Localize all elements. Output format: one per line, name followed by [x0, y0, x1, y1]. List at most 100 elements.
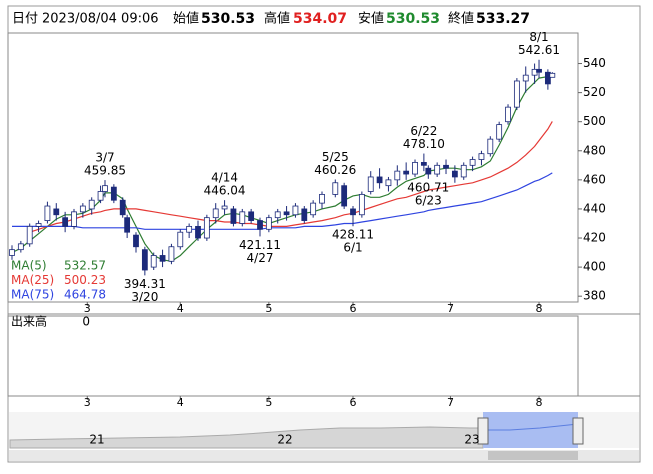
legend-name: MA(5) [11, 259, 47, 273]
candle-body [186, 225, 193, 233]
candle-body [478, 153, 485, 160]
navigator-year: 23 [464, 433, 479, 447]
x-tick-label: 6 [350, 302, 357, 315]
candle-body [110, 186, 117, 201]
candle-body [496, 124, 503, 140]
scrollbar-thumb[interactable] [488, 451, 578, 460]
candle-body [97, 191, 104, 201]
annotation-date: 8/1 [529, 30, 548, 44]
candle-body [451, 170, 458, 178]
candle-body [150, 255, 157, 268]
candle-body [221, 205, 228, 210]
candle-body [239, 211, 246, 224]
legend-name: MA(75) [11, 288, 54, 302]
navigator-handle-right[interactable] [572, 417, 584, 445]
candle-body [133, 234, 139, 248]
volume-value: 0 [82, 315, 90, 329]
ma-line [29, 121, 553, 233]
annotation-value: 428.11 [332, 228, 374, 242]
candle-body [9, 249, 15, 256]
annotation-value: 460.71 [407, 180, 449, 194]
candle-body [274, 211, 281, 219]
x-tick-label: 5 [265, 302, 272, 315]
candle-body [119, 199, 126, 216]
candle-body [102, 185, 108, 192]
navigator-year: 22 [277, 433, 292, 447]
legend-name: MA(25) [11, 273, 54, 287]
candle-body [203, 217, 210, 239]
y-tick-label: 420 [583, 231, 606, 245]
candle-body [358, 193, 365, 216]
x-tick-label: 5 [265, 396, 272, 409]
candle-body [403, 170, 410, 175]
candle-body [341, 185, 348, 207]
y-tick-label: 400 [583, 260, 606, 274]
ma-line [12, 172, 553, 230]
x-tick-label: 7 [447, 302, 454, 315]
y-tick-label: 440 [583, 201, 606, 215]
x-tick-label: 3 [84, 302, 91, 315]
candle-body [536, 68, 542, 73]
annotation-date: 6/22 [410, 124, 437, 138]
candle-body [332, 182, 339, 195]
x-tick-label: 8 [536, 396, 543, 409]
legend-value: 464.78 [64, 288, 106, 302]
candle-body [319, 193, 325, 204]
annotation-date: 4/14 [211, 171, 238, 185]
x-tick-label: 4 [177, 302, 184, 315]
x-tick-label: 6 [350, 396, 357, 409]
candle-body [434, 164, 441, 175]
candle-body [310, 202, 317, 216]
y-tick-label: 460 [583, 172, 606, 186]
annotation-date: 6/23 [415, 193, 442, 207]
candle-body [177, 231, 184, 248]
candle-body [17, 243, 24, 251]
price-panel [7, 32, 579, 303]
navigator-handle-left[interactable] [477, 417, 489, 445]
candle-body [26, 225, 33, 245]
low-value: 530.53 [386, 11, 440, 27]
scrollbar[interactable] [9, 450, 639, 461]
candle-body [385, 179, 392, 187]
legend-value: 532.57 [64, 259, 106, 273]
y-tick-label: 500 [583, 114, 606, 128]
annotation-date: 3/7 [95, 151, 114, 165]
annotation-date: 5/25 [322, 150, 349, 164]
candle-body [283, 211, 290, 216]
close-value: 533.27 [476, 11, 530, 27]
candle-body [549, 72, 556, 78]
candle-body [544, 71, 551, 85]
date-label: 日付 [12, 12, 38, 27]
x-tick-label: 4 [177, 396, 184, 409]
candle-body [367, 176, 374, 192]
annotation-date: 6/1 [343, 241, 362, 255]
candle-body [265, 217, 272, 230]
y-tick-label: 380 [583, 289, 606, 303]
candle-body [195, 225, 201, 239]
candle-body [292, 205, 299, 216]
candle-body [394, 170, 401, 181]
candle-body [88, 199, 95, 210]
datetime: 2023/08/04 09:06 [42, 12, 159, 27]
candle-body [141, 249, 148, 271]
candle-body [35, 223, 42, 227]
candle-body [230, 208, 237, 224]
open-label: 始値 [173, 11, 199, 27]
candle-body [513, 80, 520, 108]
candle-body [350, 208, 356, 216]
candle-body [505, 106, 511, 123]
candle-body [257, 220, 263, 230]
high-value: 534.07 [293, 11, 347, 27]
candle-body [522, 74, 529, 82]
annotation-value: 460.26 [314, 163, 356, 177]
y-tick-label: 540 [583, 56, 606, 70]
y-tick-label: 480 [583, 143, 606, 157]
navigator-line [483, 423, 579, 431]
candle-body [53, 208, 60, 216]
candle-body [168, 246, 175, 262]
low-label: 安値 [358, 11, 384, 27]
y-tick-label: 520 [583, 85, 606, 99]
x-tick-label: 8 [536, 302, 543, 315]
